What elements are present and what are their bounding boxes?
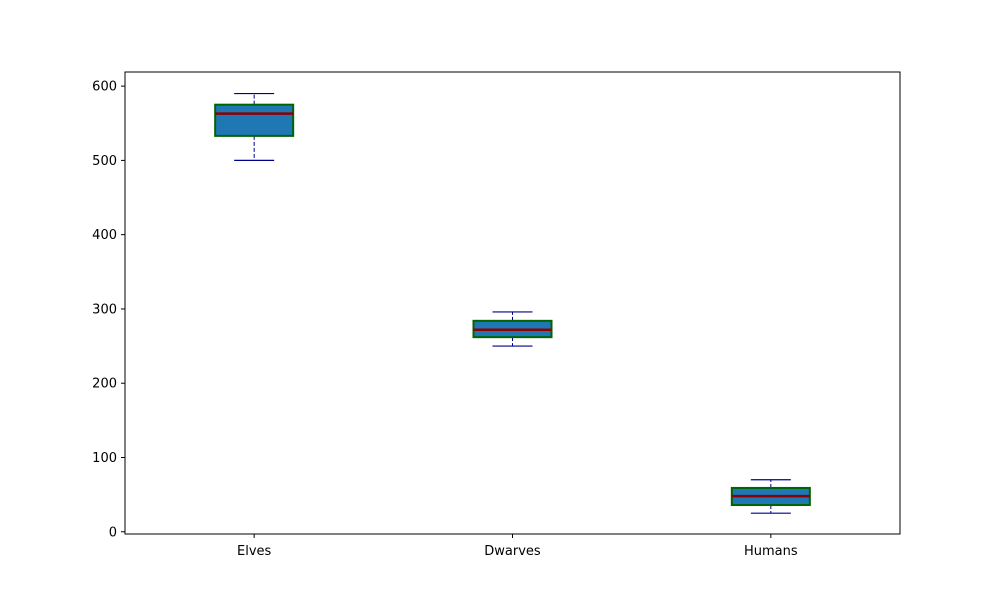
y-tick-label: 300: [92, 302, 117, 317]
x-tick-label: Humans: [744, 544, 798, 559]
box-elves: [214, 92, 295, 161]
x-tick-label: Elves: [237, 544, 272, 559]
y-tick-label: 400: [92, 228, 117, 243]
y-tick-label: 100: [92, 451, 117, 466]
y-tick-label: 0: [109, 525, 117, 540]
y-tick-label: 500: [92, 154, 117, 169]
x-tick-label: Dwarves: [484, 544, 541, 559]
y-tick-label: 600: [92, 80, 117, 95]
box-humans: [730, 479, 811, 514]
y-axis: 0 100 200 300 400 500 600: [92, 80, 125, 540]
x-axis: Elves Dwarves Humans: [237, 534, 798, 559]
plot-frame: [124, 71, 901, 535]
box-dwarves: [472, 311, 553, 347]
boxes-layer: [214, 92, 811, 514]
y-tick-label: 200: [92, 377, 117, 392]
iqr-box: [214, 103, 295, 137]
